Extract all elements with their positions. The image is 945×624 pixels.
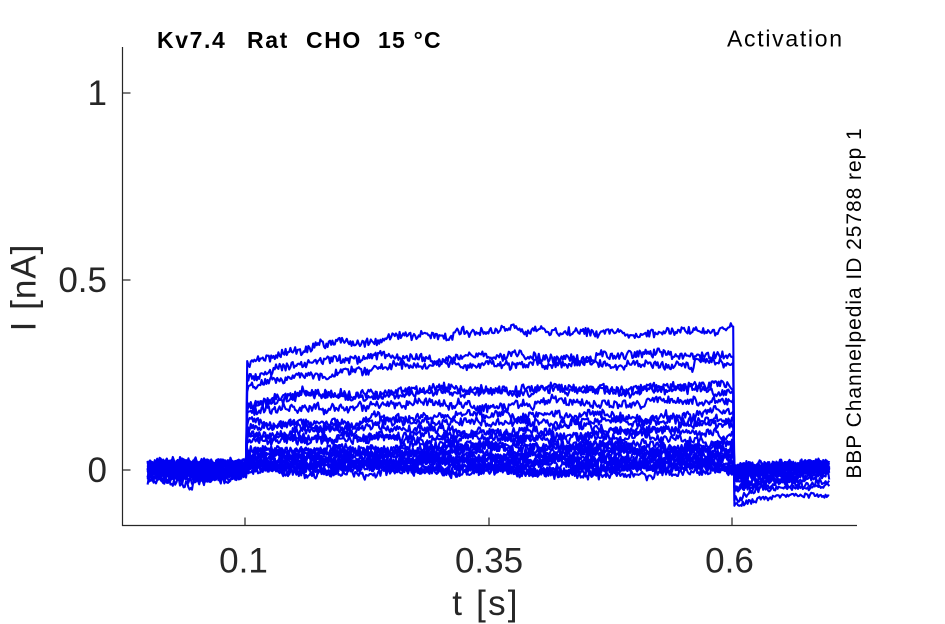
svg-text:0.6: 0.6 xyxy=(705,542,754,581)
svg-text:0: 0 xyxy=(88,451,107,490)
svg-text:CHO: CHO xyxy=(306,27,362,53)
svg-text:t [s]: t [s] xyxy=(452,584,519,623)
svg-text:0.1: 0.1 xyxy=(219,542,268,581)
svg-text:15 °C: 15 °C xyxy=(378,27,442,53)
svg-text:0.35: 0.35 xyxy=(455,542,523,581)
svg-text:Activation: Activation xyxy=(727,26,844,52)
svg-text:I [nA]: I [nA] xyxy=(5,244,44,332)
svg-text:0.5: 0.5 xyxy=(58,261,107,300)
svg-text:1: 1 xyxy=(88,74,107,113)
svg-text:BBP Channelpedia ID 25788 rep: BBP Channelpedia ID 25788 rep 1 xyxy=(843,127,866,478)
svg-text:Rat: Rat xyxy=(247,27,289,53)
svg-text:Kv7.4: Kv7.4 xyxy=(157,27,226,53)
